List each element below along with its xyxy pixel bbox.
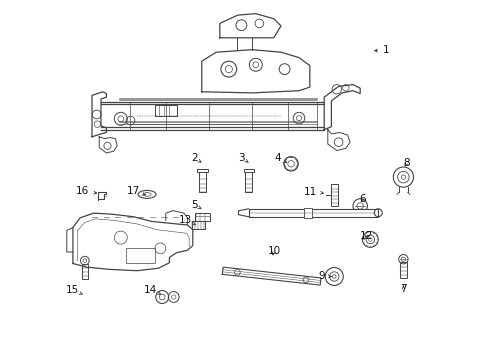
Text: 1: 1: [375, 45, 389, 55]
Text: 12: 12: [360, 231, 373, 241]
Text: 16: 16: [76, 186, 97, 196]
Bar: [197, 169, 208, 172]
Text: 6: 6: [360, 194, 366, 204]
Text: 17: 17: [126, 186, 146, 196]
Text: 7: 7: [400, 284, 407, 294]
Bar: [155, 105, 176, 116]
Text: 5: 5: [191, 200, 201, 210]
Bar: [196, 213, 210, 221]
Text: 9: 9: [318, 271, 331, 282]
Bar: [81, 264, 88, 279]
Text: 14: 14: [144, 285, 161, 295]
Text: 3: 3: [238, 153, 248, 163]
Bar: [126, 248, 155, 263]
Text: 11: 11: [304, 186, 323, 197]
Text: 8: 8: [403, 158, 410, 168]
Text: 4: 4: [274, 153, 287, 163]
Bar: [400, 262, 407, 278]
Bar: [193, 221, 205, 229]
Bar: [244, 169, 254, 172]
Bar: [199, 172, 206, 192]
Bar: [245, 172, 252, 192]
Bar: [304, 208, 312, 218]
Text: 10: 10: [268, 246, 280, 256]
Text: 2: 2: [191, 153, 201, 163]
Text: 15: 15: [66, 285, 82, 295]
Bar: [331, 184, 338, 206]
Text: 13: 13: [178, 215, 196, 225]
Bar: [248, 209, 378, 217]
